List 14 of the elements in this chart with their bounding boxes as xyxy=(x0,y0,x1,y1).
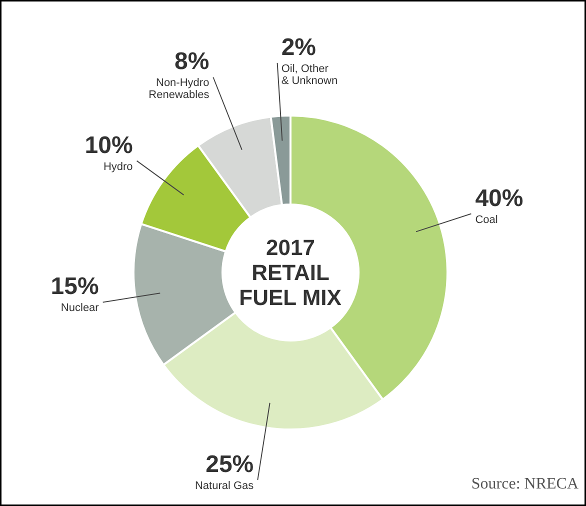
slice-label: Non-Hydro Renewables xyxy=(148,77,210,102)
data-label: 25% xyxy=(206,450,254,478)
slice-label: Nuclear xyxy=(60,302,100,314)
data-label: 10% xyxy=(84,132,133,159)
data-label: 8% xyxy=(174,48,210,76)
slice-label: Hydro xyxy=(103,160,133,173)
slice-label: Coal xyxy=(475,214,498,226)
data-label: 15% xyxy=(50,273,99,300)
data-label: 40% xyxy=(475,184,524,212)
data-label: 2% xyxy=(281,34,316,61)
source-note: Source: NRECA xyxy=(471,476,579,492)
text: 2017 RETAIL FUEL MIX xyxy=(239,235,342,310)
slice-label: Oil, Other & Unknown xyxy=(281,62,338,87)
slice-label: Natural Gas xyxy=(194,480,254,492)
